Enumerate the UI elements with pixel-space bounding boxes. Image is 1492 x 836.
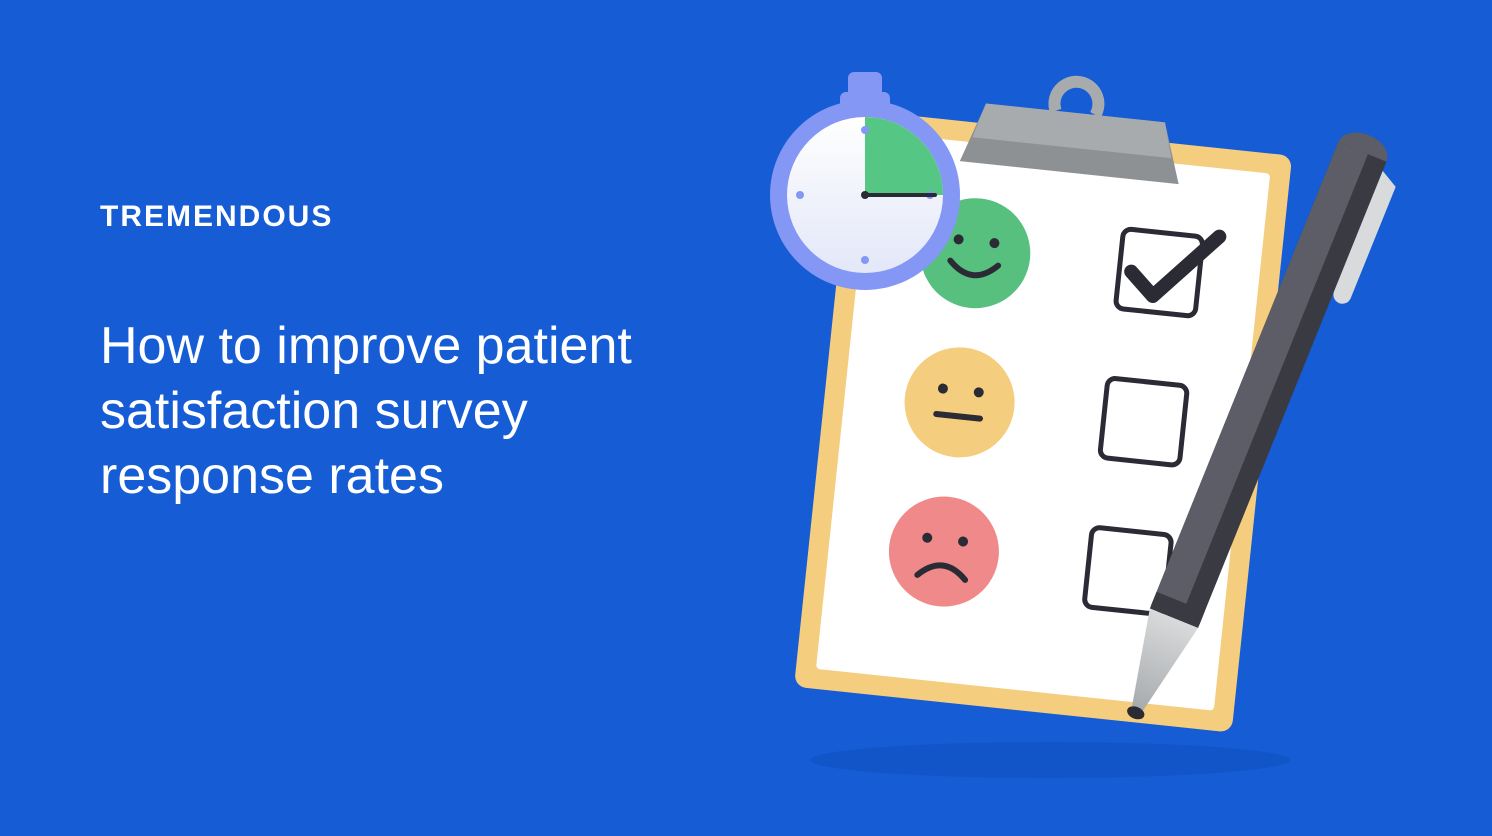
- headline: How to improve patient satisfaction surv…: [100, 314, 720, 509]
- hero-card: TREMENDOUS How to improve patient satisf…: [0, 0, 1492, 836]
- text-block: TREMENDOUS How to improve patient satisf…: [100, 200, 720, 509]
- survey-illustration: [720, 50, 1440, 800]
- brand-label: TREMENDOUS: [100, 200, 720, 234]
